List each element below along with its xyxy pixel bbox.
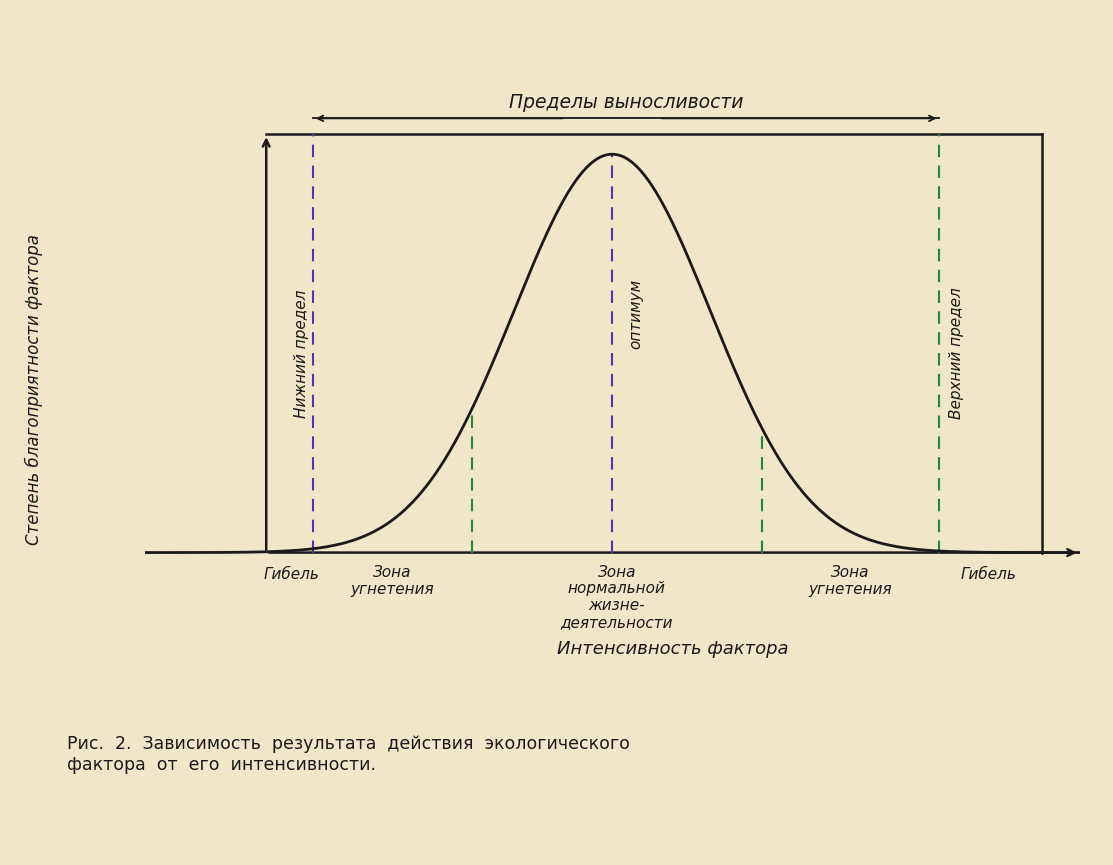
Text: Зона
нормальной
жизне-
деятельности: Зона нормальной жизне- деятельности <box>561 565 673 630</box>
Text: Гибель: Гибель <box>264 567 319 581</box>
Text: Зона
угнетения: Зона угнетения <box>351 565 434 597</box>
Text: Зона
угнетения: Зона угнетения <box>809 565 893 597</box>
Text: Нижний предел: Нижний предел <box>294 289 309 418</box>
Text: Гибель: Гибель <box>961 567 1016 581</box>
Text: Интенсивность фактора: Интенсивность фактора <box>558 640 789 658</box>
Text: Рис.  2.  Зависимость  результата  действия  экологического
фактора  от  его  ин: Рис. 2. Зависимость результата действия … <box>67 735 630 774</box>
Text: Пределы выносливости: Пределы выносливости <box>509 93 743 112</box>
Text: Степень благоприятности фактора: Степень благоприятности фактора <box>24 234 42 545</box>
Text: оптимум: оптимум <box>628 279 643 349</box>
Text: Верхний предел: Верхний предел <box>948 287 964 420</box>
